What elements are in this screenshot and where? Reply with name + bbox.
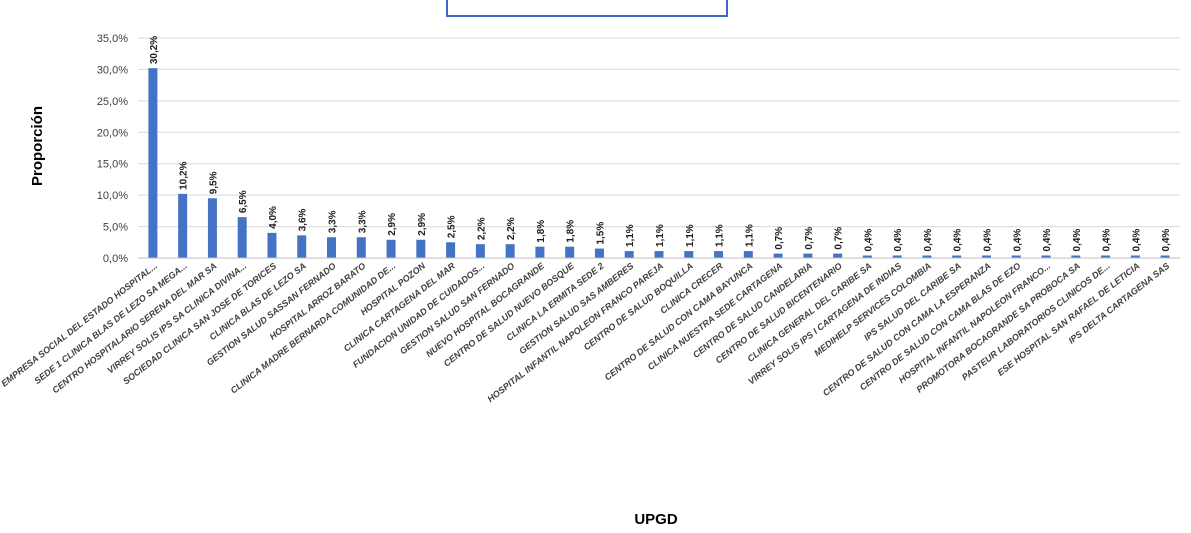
y-axis-title: Proporción bbox=[29, 106, 46, 186]
bar bbox=[178, 193, 188, 258]
y-tick-label: 15,0% bbox=[97, 159, 128, 171]
x-axis-category-labels: EMPRESA SOCIAL DEL ESTADO HOSPITAL...SED… bbox=[0, 260, 1171, 404]
bar bbox=[505, 244, 515, 258]
bar bbox=[535, 246, 545, 258]
data-label: 1,5% bbox=[595, 222, 606, 245]
bar bbox=[684, 251, 694, 258]
bar bbox=[624, 251, 634, 258]
bar bbox=[297, 235, 307, 258]
bar bbox=[446, 242, 456, 258]
y-tick-label: 5,0% bbox=[103, 222, 128, 234]
bar bbox=[773, 253, 783, 258]
bar bbox=[1130, 255, 1140, 258]
data-label: 0,4% bbox=[953, 229, 964, 252]
data-label: 2,9% bbox=[387, 213, 398, 236]
data-label: 1,1% bbox=[744, 224, 755, 247]
data-label: 0,4% bbox=[1102, 229, 1113, 252]
bar bbox=[475, 244, 485, 258]
data-label: 3,6% bbox=[298, 208, 309, 231]
data-label: 0,4% bbox=[1012, 229, 1023, 252]
bar bbox=[565, 246, 575, 258]
bar bbox=[952, 255, 962, 258]
bar bbox=[833, 253, 843, 258]
data-label: 3,3% bbox=[357, 210, 368, 233]
data-label: 0,4% bbox=[982, 229, 993, 252]
data-label: 3,3% bbox=[328, 210, 339, 233]
data-label: 2,2% bbox=[506, 217, 517, 240]
bar bbox=[207, 198, 217, 258]
data-label: 2,2% bbox=[476, 217, 487, 240]
data-label: 9,5% bbox=[208, 171, 219, 194]
data-label: 2,9% bbox=[417, 213, 428, 236]
data-label: 1,1% bbox=[625, 224, 636, 247]
y-tick-label: 30,0% bbox=[97, 64, 128, 76]
bar bbox=[654, 251, 664, 258]
bar bbox=[981, 255, 991, 258]
data-label: 4,0% bbox=[268, 206, 279, 229]
y-axis-ticks: 0,0% 5,0% 10,0% 15,0% 20,0% 25,0% 30,0% 35,0% bbox=[97, 33, 128, 265]
data-label: 0,4% bbox=[1042, 229, 1053, 252]
data-label: 1,1% bbox=[655, 224, 666, 247]
data-label: 0,4% bbox=[863, 229, 874, 252]
bar bbox=[892, 255, 902, 258]
data-label: 2,5% bbox=[447, 215, 458, 238]
data-label: 6,5% bbox=[238, 190, 249, 213]
bar bbox=[356, 237, 366, 258]
data-label: 0,4% bbox=[1161, 229, 1172, 252]
bar bbox=[1041, 255, 1051, 258]
data-label: 0,4% bbox=[923, 229, 934, 252]
data-label: 1,1% bbox=[685, 224, 696, 247]
x-axis-title: UPGD bbox=[634, 511, 678, 528]
bar bbox=[862, 255, 872, 258]
y-tick-label: 25,0% bbox=[97, 96, 128, 108]
bar bbox=[327, 237, 337, 258]
data-label: 0,4% bbox=[893, 229, 904, 252]
y-tick-label: 20,0% bbox=[97, 127, 128, 139]
gridlines bbox=[138, 37, 1180, 228]
chart-title-box bbox=[446, 0, 728, 17]
bar bbox=[1160, 255, 1170, 258]
data-label: 0,7% bbox=[774, 227, 785, 250]
data-label: 0,7% bbox=[804, 227, 815, 250]
bar bbox=[386, 239, 396, 258]
bar bbox=[594, 248, 604, 258]
data-label: 1,8% bbox=[536, 220, 547, 243]
data-label: 10,2% bbox=[179, 161, 190, 189]
bar bbox=[743, 251, 753, 258]
data-label: 0,4% bbox=[1131, 229, 1142, 252]
data-labels: 30,2% 10,2% 9,5% 6,5% 4,0% 3,6% 3,3% 3,3% 2,9% 2,… bbox=[149, 36, 1172, 252]
y-tick-label: 0,0% bbox=[103, 253, 128, 265]
data-label: 0,7% bbox=[834, 227, 845, 250]
data-label: 1,1% bbox=[715, 224, 726, 247]
bar bbox=[714, 251, 724, 258]
bar bbox=[1011, 255, 1021, 258]
bar bbox=[922, 255, 932, 258]
bar bbox=[148, 68, 158, 259]
data-label: 1,8% bbox=[566, 220, 577, 243]
bar bbox=[267, 232, 277, 258]
y-tick-label: 10,0% bbox=[97, 190, 128, 202]
bar bbox=[1101, 255, 1111, 258]
bars bbox=[148, 68, 1170, 259]
data-label: 0,4% bbox=[1072, 229, 1083, 252]
bar bbox=[237, 217, 247, 258]
bar bbox=[803, 253, 813, 258]
y-tick-label: 35,0% bbox=[97, 33, 128, 45]
data-label: 30,2% bbox=[149, 36, 160, 64]
bar bbox=[416, 239, 426, 258]
bar bbox=[1071, 255, 1081, 258]
